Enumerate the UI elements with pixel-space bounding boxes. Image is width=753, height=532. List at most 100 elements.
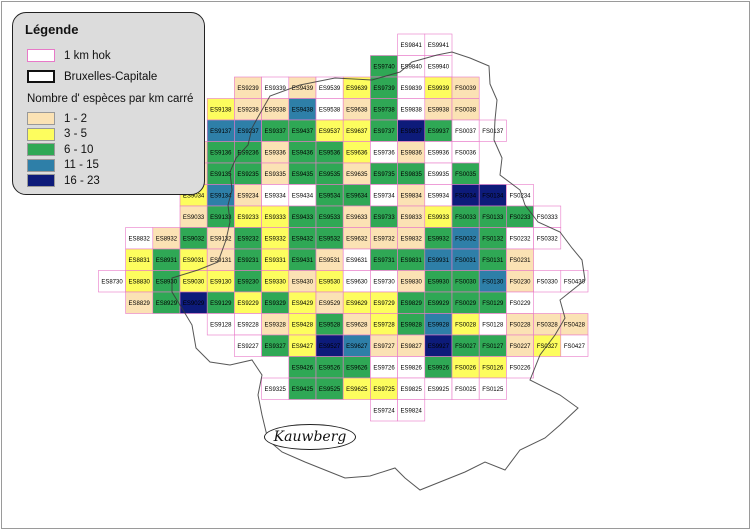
legend-heading: Nombre d' espèces par km carré xyxy=(27,93,194,105)
grid-cell-label: FS0233 xyxy=(509,215,531,221)
grid-cell-label: FS0035 xyxy=(455,172,477,178)
grid-cell-label: ES9928 xyxy=(428,322,450,328)
grid-cell-label: FS0428 xyxy=(564,322,586,328)
grid-cell-label: ES9840 xyxy=(401,64,423,70)
grid-cell-label: ES9839 xyxy=(401,86,423,92)
grid-cell-label: FS0430 xyxy=(564,279,586,285)
grid-cell-label: ES9738 xyxy=(373,107,395,113)
grid-cell-label: ES9726 xyxy=(373,365,395,371)
grid-cell-label: ES9426 xyxy=(292,365,314,371)
grid-cell-label: ES9029 xyxy=(183,301,205,307)
grid-cell-label: ES9128 xyxy=(210,322,232,328)
grid-cell-label: FS0234 xyxy=(509,193,531,199)
grid-cell-label: FS0038 xyxy=(455,107,477,113)
grid-cell-label: ES9325 xyxy=(265,387,287,393)
legend-class-swatch xyxy=(27,158,55,172)
grid-cell-label: ES9430 xyxy=(292,279,314,285)
grid-cell-label: ES9841 xyxy=(401,43,423,49)
grid-cell-label: FS0133 xyxy=(482,215,504,221)
grid-cell-label: ES9830 xyxy=(401,279,423,285)
legend-class-2: 3 - 5 xyxy=(27,127,87,141)
grid-cell-label: ES9227 xyxy=(237,344,259,350)
grid-cell-label: ES9535 xyxy=(319,172,341,178)
grid-cell-label: ES9336 xyxy=(265,150,287,156)
grid-cell-label: ES9631 xyxy=(346,258,368,264)
grid-cell-label: ES9630 xyxy=(346,279,368,285)
legend: Légende 1 km hok Bruxelles-Capitale Nomb… xyxy=(12,12,205,195)
grid-cell-label: ES9937 xyxy=(428,129,450,135)
legend-class-swatch xyxy=(27,112,55,125)
grid-cell-label: ES9531 xyxy=(319,258,341,264)
grid-cell-label: ES9837 xyxy=(401,129,423,135)
grid-cell-es9824 xyxy=(397,399,426,422)
legend-item-boundary: Bruxelles-Capitale xyxy=(27,70,157,83)
legend-class-label: 11 - 15 xyxy=(64,159,99,171)
grid-cell-label: FS0025 xyxy=(455,387,477,393)
grid-cell-label: ES9230 xyxy=(237,279,259,285)
grid-cell-label: FS0230 xyxy=(509,279,531,285)
grid-cell-label: ES9431 xyxy=(292,258,314,264)
brussels-boundary xyxy=(171,51,586,491)
grid-cell-label: FS0030 xyxy=(455,279,477,285)
grid-cell-label: ES9732 xyxy=(373,236,395,242)
grid-cell-label: ES9530 xyxy=(319,279,341,285)
grid-cell-label: FS0333 xyxy=(537,215,559,221)
grid-cell-label: ES9730 xyxy=(373,279,395,285)
grid-cell-label: ES9438 xyxy=(292,107,314,113)
grid-cell-label: ES9929 xyxy=(428,301,450,307)
grid-cell-label: ES9329 xyxy=(265,301,287,307)
grid-cell-label: ES9634 xyxy=(346,193,368,199)
grid-cell-label: ES9736 xyxy=(373,150,395,156)
grid-cell-label: ES8832 xyxy=(129,236,151,242)
grid-cell-label: ES9328 xyxy=(265,322,287,328)
grid-cell-label: ES9636 xyxy=(346,150,368,156)
boundary-swatch xyxy=(27,70,55,83)
grid-cell-fs0332 xyxy=(533,227,562,250)
grid-cell-label: FS0128 xyxy=(482,322,504,328)
grid-cell-label: ES9137 xyxy=(210,129,232,135)
grid-cell-label: ES9627 xyxy=(346,344,368,350)
grid-cell-label: FS0229 xyxy=(509,301,531,307)
grid-cell-label: ES9032 xyxy=(183,236,205,242)
grid-cell-label: ES9033 xyxy=(183,215,205,221)
grid-cell-label: ES8932 xyxy=(156,236,178,242)
grid-cell-label: ES9832 xyxy=(401,236,423,242)
grid-cell-label: FS0137 xyxy=(482,129,504,135)
grid-cell-label: ES9933 xyxy=(428,215,450,221)
grid-cell-label: ES9327 xyxy=(265,344,287,350)
grid-cell-label: ES9834 xyxy=(401,193,423,199)
grid-cell-label: ES9331 xyxy=(265,258,287,264)
grid-cell-label: FS0328 xyxy=(537,322,559,328)
grid-cell-label: ES9339 xyxy=(265,86,287,92)
legend-class-3: 6 - 10 xyxy=(27,143,93,156)
grid-cell-label: ES9432 xyxy=(292,236,314,242)
grid-cell-label: FS0130 xyxy=(482,279,504,285)
grid-cell-label: ES9525 xyxy=(319,387,341,393)
grid-cell-label: ES9436 xyxy=(292,150,314,156)
grid-cell-label: ES9938 xyxy=(428,107,450,113)
grid-cell-label: ES9536 xyxy=(319,150,341,156)
grid-cell-label: ES9435 xyxy=(292,172,314,178)
grid-cell-label: ES9931 xyxy=(428,258,450,264)
grid-cell-label: ES9437 xyxy=(292,129,314,135)
grid-cell-label: FS0228 xyxy=(509,322,531,328)
grid-cell-label: ES9338 xyxy=(265,107,287,113)
grid-cell-label: ES9724 xyxy=(373,408,395,414)
grid-cell-label: FS0033 xyxy=(455,215,477,221)
grid-cell-label: ES9828 xyxy=(401,322,423,328)
grid-cell-label: ES9031 xyxy=(183,258,205,264)
grid-cell-label: ES8930 xyxy=(156,279,178,285)
grid-cell-label: ES9626 xyxy=(346,365,368,371)
legend-class-label: 1 - 2 xyxy=(64,112,88,125)
legend-class-1: 1 - 2 xyxy=(27,112,87,125)
grid-cell-label: ES9439 xyxy=(292,86,314,92)
grid-cell-label: FS0029 xyxy=(455,301,477,307)
grid-cell-label: ES9427 xyxy=(292,344,314,350)
grid-cell-label: ES9532 xyxy=(319,236,341,242)
grid-cell-label: ES9131 xyxy=(210,258,232,264)
grid-cell-label: ES9740 xyxy=(373,64,395,70)
grid-cell-label: ES9330 xyxy=(265,279,287,285)
legend-title: Légende xyxy=(25,22,79,37)
grid-cell-label: ES9739 xyxy=(373,86,395,92)
